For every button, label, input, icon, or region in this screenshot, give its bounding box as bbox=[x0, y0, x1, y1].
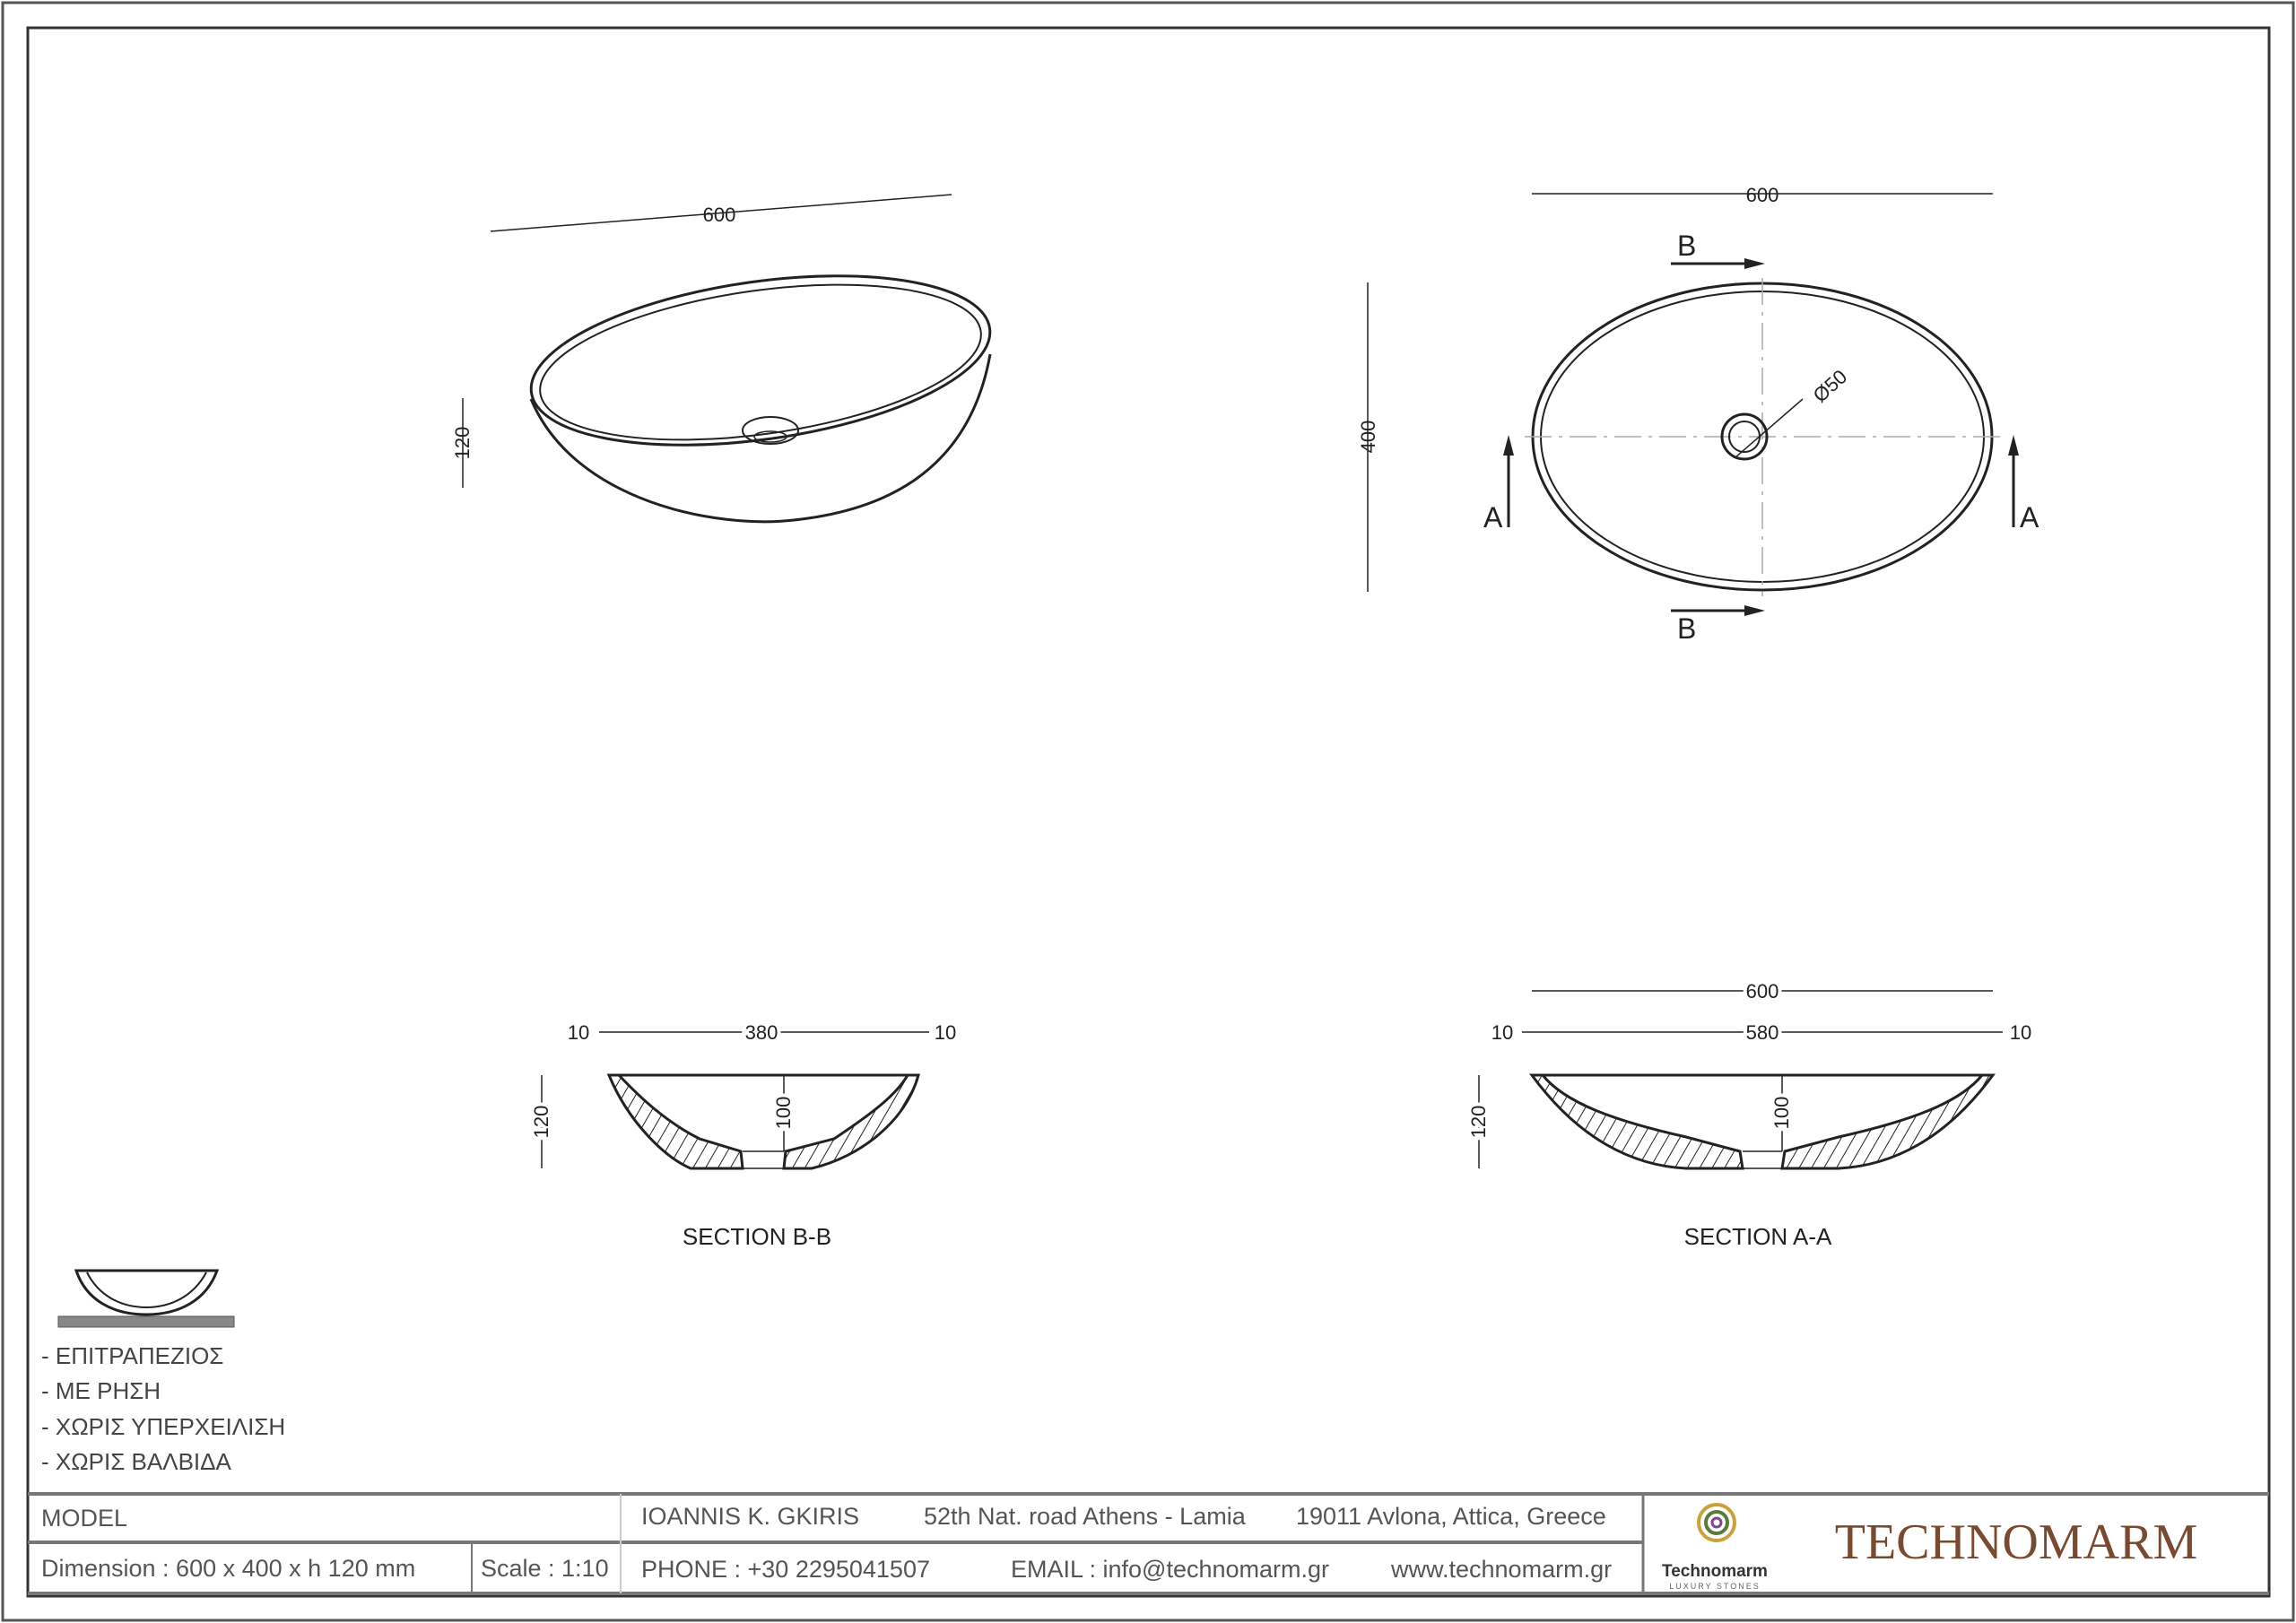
aa-inner-width-dim: 580 bbox=[1746, 1021, 1779, 1044]
section-aa-title: SECTION A-A bbox=[1684, 1223, 1832, 1250]
section-a-marker-right: A bbox=[2020, 501, 2039, 534]
aa-left-wall-dim: 10 bbox=[1492, 1021, 1513, 1044]
address-line-1: 52th Nat. road Athens - Lamia bbox=[924, 1503, 1247, 1530]
section-aa: 600 10 580 10 120 100 SECTION A-A bbox=[1464, 976, 2031, 1250]
top-view: Ø50 600 400 B B A A bbox=[1357, 184, 2039, 645]
address-line-2: 19011 Avlona, Attica, Greece bbox=[1296, 1503, 1606, 1530]
note-3: - ΧΩΡΙΣ ΥΠΕΡΧΕΙΛΙΣΗ bbox=[41, 1413, 285, 1440]
perspective-view: 600 120 bbox=[451, 194, 992, 524]
email-link[interactable]: EMAIL : info@technomarm.gr bbox=[1011, 1556, 1329, 1583]
section-bb: 10 380 10 120 100 SECTION B-B bbox=[526, 1018, 956, 1250]
scale-text: Scale : 1:10 bbox=[481, 1555, 609, 1582]
inner-border bbox=[26, 26, 2271, 1598]
aa-height-dim: 120 bbox=[1467, 1106, 1490, 1139]
top-depth-dim: 400 bbox=[1357, 421, 1379, 454]
section-bb-title: SECTION B-B bbox=[683, 1223, 831, 1250]
section-b-marker-bottom: B bbox=[1677, 612, 1696, 645]
model-label: MODEL bbox=[41, 1505, 127, 1532]
company-name: IOANNIS K. GKIRIS bbox=[641, 1503, 859, 1530]
phone-text: PHONE : +30 2295041507 bbox=[641, 1556, 930, 1583]
note-1: - ΕΠΙΤΡΑΠΕΖΙΟΣ bbox=[41, 1342, 223, 1369]
section-a-marker-left: A bbox=[1483, 501, 1503, 534]
section-b-marker-top: B bbox=[1677, 230, 1696, 262]
bb-inner-depth-dim: 100 bbox=[772, 1097, 795, 1130]
bb-right-wall-dim: 10 bbox=[935, 1021, 956, 1044]
note-2: - ΜΕ ΡΗΣΗ bbox=[41, 1377, 161, 1404]
bb-inner-width-dim: 380 bbox=[745, 1021, 778, 1044]
website-link[interactable]: www.technomarm.gr bbox=[1390, 1556, 1612, 1583]
brand-wordmark: TECHNOMARM bbox=[1835, 1515, 2197, 1570]
perspective-width-dim: 600 bbox=[703, 204, 736, 226]
top-width-dim: 600 bbox=[1746, 184, 1779, 206]
aa-right-wall-dim: 10 bbox=[2010, 1021, 2031, 1044]
note-4: - ΧΩΡΙΣ ΒΑΛΒΙΔΑ bbox=[41, 1448, 232, 1475]
technomarm-spiral-logo-icon bbox=[1697, 1503, 1736, 1542]
logo-name: Technomarm bbox=[1662, 1562, 1768, 1581]
drain-diameter-dim: Ø50 bbox=[1809, 365, 1852, 406]
drain-hole bbox=[742, 416, 799, 445]
bb-left-wall-dim: 10 bbox=[568, 1021, 589, 1044]
title-block: MODEL Dimension : 600 x 400 x h 120 mm S… bbox=[28, 1492, 2269, 1595]
perspective-height-dim: 120 bbox=[451, 427, 474, 460]
bb-height-dim: 120 bbox=[530, 1106, 552, 1139]
drain-circle bbox=[1720, 412, 1769, 461]
aa-overall-width-dim: 600 bbox=[1746, 980, 1779, 1002]
countertop-mount-icon bbox=[57, 1269, 235, 1328]
logo-tagline: LUXURY STONES bbox=[1669, 1582, 1761, 1591]
aa-inner-depth-dim: 100 bbox=[1770, 1097, 1793, 1130]
dimension-text: Dimension : 600 x 400 x h 120 mm bbox=[41, 1555, 415, 1582]
